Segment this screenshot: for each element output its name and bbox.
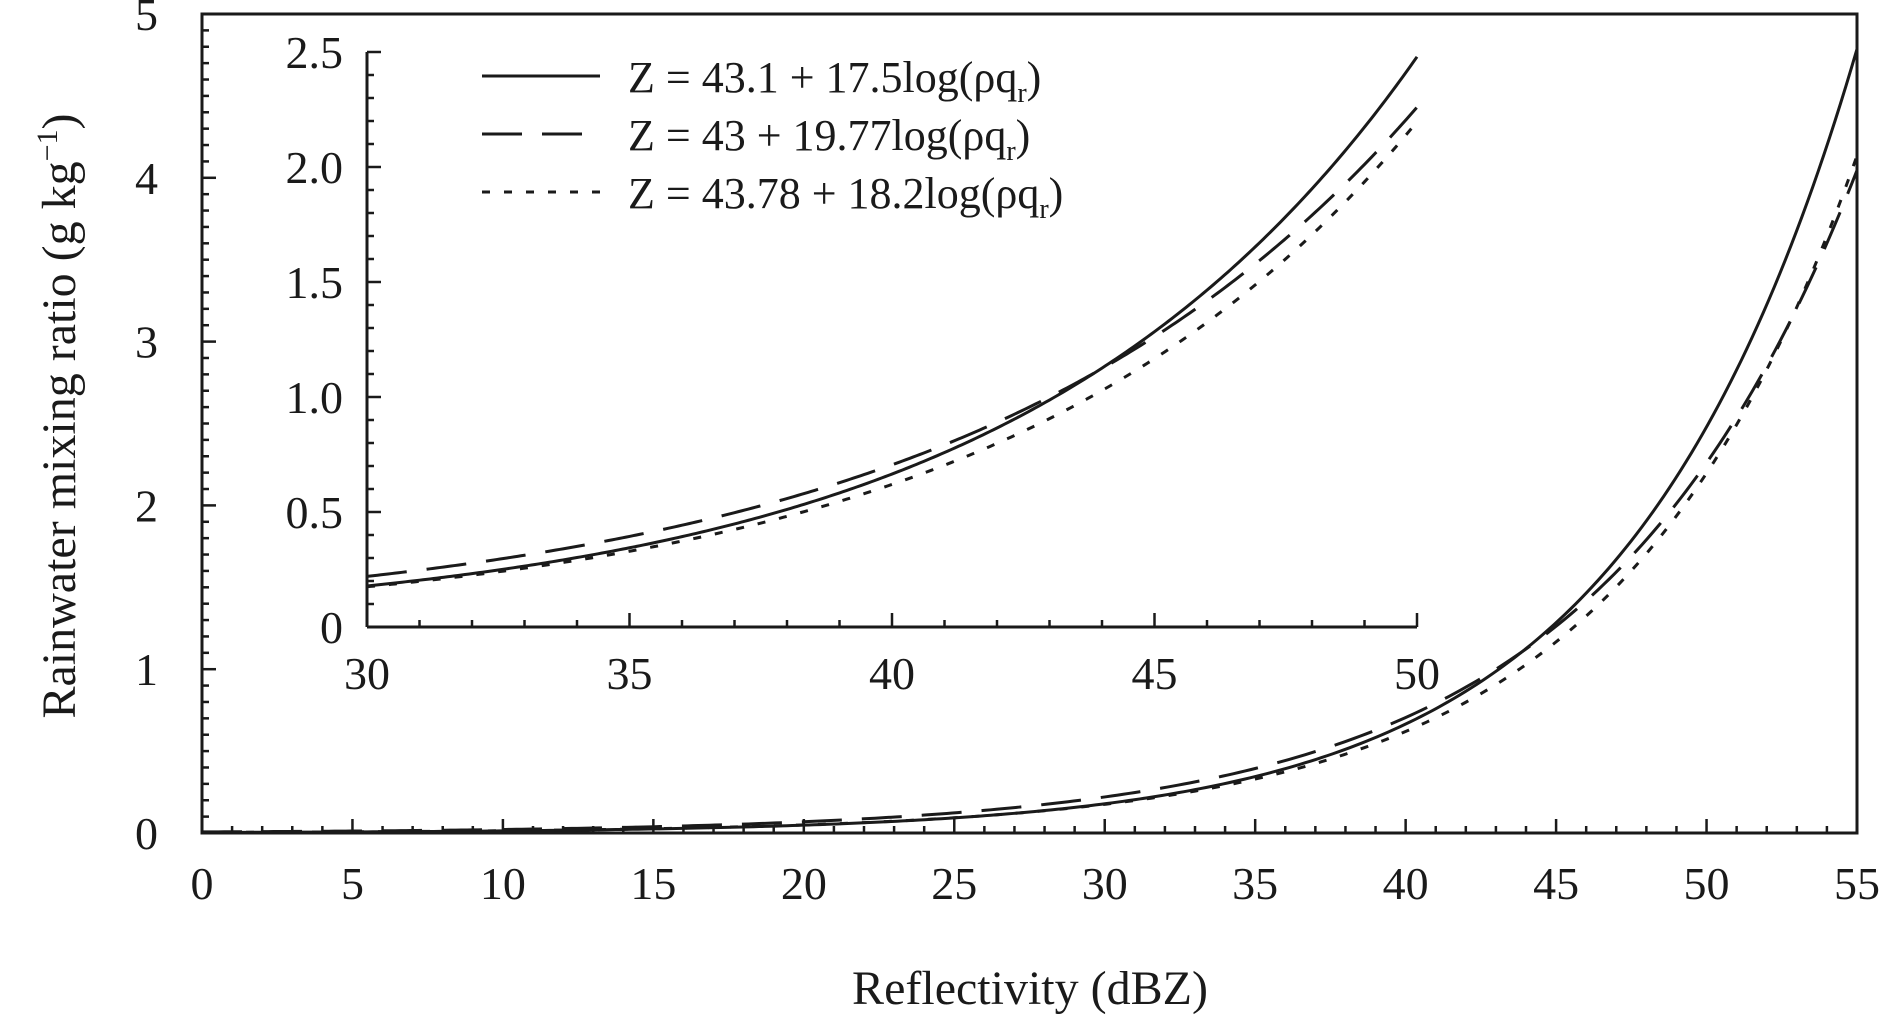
x-tick-label: 40 (1383, 858, 1429, 909)
y-tick-label: 4 (135, 153, 158, 204)
inset-y-tick-label: 0.5 (286, 487, 344, 538)
inset-x-tick-label: 45 (1132, 648, 1178, 699)
inset-series-line-1 (366, 55, 1419, 588)
x-tick-label: 0 (191, 858, 214, 909)
inset-series-line-2 (366, 106, 1419, 578)
x-tick-label: 15 (630, 858, 676, 909)
y-tick-label: 5 (135, 0, 158, 40)
inset-x-tick-label: 30 (344, 648, 390, 699)
x-tick-label: 55 (1834, 858, 1880, 909)
x-tick-label: 25 (931, 858, 977, 909)
main-series-line-2 (201, 169, 1859, 834)
x-tick-label: 10 (480, 858, 526, 909)
y-tick-label: 1 (135, 644, 158, 695)
x-axis-title: Reflectivity (dBZ) (852, 962, 1208, 1015)
y-axis-title-superscript: −1 (31, 129, 64, 161)
inset-background (367, 52, 1417, 627)
inset-y-tick-label: 1.0 (286, 372, 344, 423)
main-curves (201, 48, 1859, 834)
legend-label-2: Z = 43 + 19.77log(ρqr) (628, 111, 1030, 167)
inset-series-line-3 (366, 120, 1419, 589)
x-tick-label: 45 (1533, 858, 1579, 909)
legend-label-1: Z = 43.1 + 17.5log(ρqr) (628, 53, 1041, 109)
x-tick-label: 20 (781, 858, 827, 909)
inset-y-tick-label: 2.0 (286, 142, 344, 193)
y-tick-label: 2 (135, 480, 158, 531)
inset-y-tick-label: 2.5 (286, 27, 344, 78)
inset-x-tick-label: 40 (869, 648, 915, 699)
x-tick-label: 5 (341, 858, 364, 909)
y-tick-label: 3 (135, 317, 158, 368)
y-tick-label: 0 (135, 808, 158, 859)
inset-x-tick-label: 50 (1394, 648, 1440, 699)
inset-x-tick-label: 35 (607, 648, 653, 699)
legend-label-3: Z = 43.78 + 18.2log(ρqr) (628, 169, 1063, 225)
y-axis-title: Rainwater mixing ratio (g kg−1) (31, 113, 86, 718)
inset-y-tick-label: 0 (320, 602, 343, 653)
inset-curves (366, 55, 1419, 589)
y-axis-title-main: Rainwater mixing ratio (g kg (33, 161, 86, 718)
x-tick-label: 50 (1684, 858, 1730, 909)
inset-axes: 30 35 40 45 50 0 0.5 1.0 1.5 2.0 2.5 (286, 27, 1441, 699)
y-axis-title-close: ) (33, 113, 86, 129)
inset-y-tick-label: 1.5 (286, 257, 344, 308)
x-tick-label: 30 (1082, 858, 1128, 909)
legend: Z = 43.1 + 17.5log(ρqr)Z = 43 + 19.77log… (482, 53, 1063, 225)
x-tick-label: 35 (1232, 858, 1278, 909)
